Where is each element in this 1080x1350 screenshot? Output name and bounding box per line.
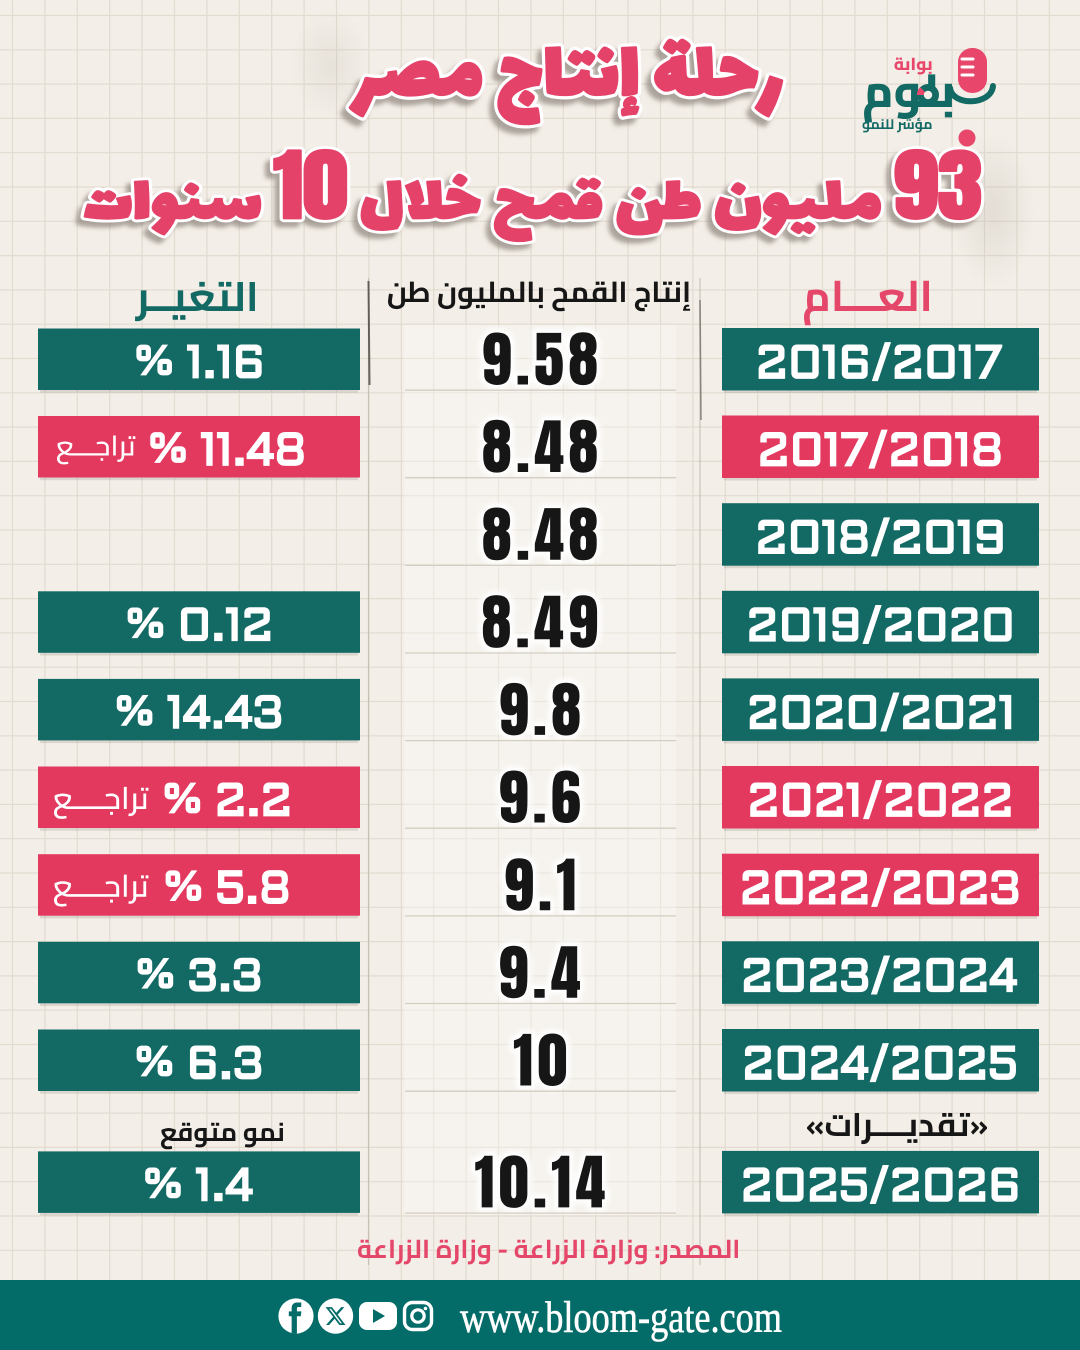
svg-text:www.bloom-gate.com: www.bloom-gate.com [460,1293,782,1342]
